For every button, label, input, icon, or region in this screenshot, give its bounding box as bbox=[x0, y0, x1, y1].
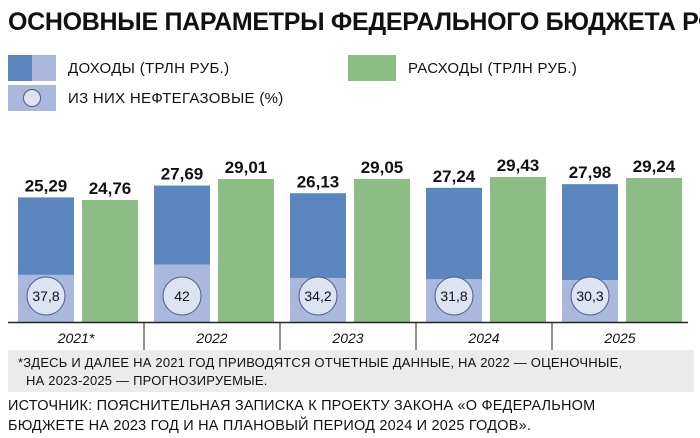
expenses-bar bbox=[354, 178, 410, 322]
oil-gas-share-circle bbox=[26, 276, 66, 316]
legend-item-income: ДОХОДЫ (ТРЛН РУБ.) bbox=[8, 55, 229, 81]
oil-gas-share-label: 30,3 bbox=[576, 288, 603, 304]
oil-gas-share-label: 42 bbox=[174, 288, 190, 304]
expenses-bar bbox=[490, 177, 546, 322]
oil-gas-share-label: 37,8 bbox=[32, 288, 59, 304]
income-value-label: 27,24 bbox=[433, 167, 476, 186]
legend-item-oil-gas: ИЗ НИХ НЕФТЕГАЗОВЫЕ (%) bbox=[8, 85, 284, 111]
chart-title: ОСНОВНЫЕ ПАРАМЕТРЫ ФЕДЕРАЛЬНОГО БЮДЖЕТА … bbox=[8, 8, 700, 36]
category-label: 2021* bbox=[57, 330, 95, 346]
oil-gas-swatch bbox=[8, 85, 56, 111]
legend-item-expenses: РАСХОДЫ (ТРЛН РУБ.) bbox=[348, 55, 577, 81]
source-note: ИСТОЧНИК: ПОЯСНИТЕЛЬНАЯ ЗАПИСКА К ПРОЕКТ… bbox=[8, 396, 698, 436]
expenses-bar bbox=[626, 177, 682, 322]
category-label: 2022 bbox=[195, 330, 227, 346]
income-value-label: 27,98 bbox=[569, 163, 612, 182]
income-value-label: 26,13 bbox=[297, 172, 340, 191]
legend-oil-gas-label: ИЗ НИХ НЕФТЕГАЗОВЫЕ (%) bbox=[68, 89, 284, 107]
footnote-line-2: НА 2023-2025 — ПРОГНОЗИРУЕМЫЕ. bbox=[26, 373, 268, 388]
expenses-bar bbox=[82, 200, 138, 322]
category-label: 2025 bbox=[603, 330, 635, 346]
oil-gas-share-label: 31,8 bbox=[440, 288, 467, 304]
income-bar bbox=[18, 197, 74, 275]
category-label: 2024 bbox=[467, 330, 499, 346]
oil-gas-share-circle bbox=[570, 276, 610, 316]
expenses-value-label: 29,43 bbox=[497, 156, 540, 175]
budget-bar-chart: 37,8 25,29 24,76 2021* 42 27,69 29,01 2022 34,2 2… bbox=[8, 156, 688, 350]
income-swatch bbox=[8, 55, 56, 81]
source-line-1: ИСТОЧНИК: ПОЯСНИТЕЛЬНАЯ ЗАПИСКА К ПРОЕКТ… bbox=[8, 398, 596, 414]
income-value-label: 27,69 bbox=[161, 165, 204, 184]
income-value-label: 25,29 bbox=[25, 176, 68, 195]
income-bar bbox=[154, 185, 210, 265]
income-bar bbox=[426, 187, 482, 280]
expenses-swatch bbox=[348, 55, 396, 81]
category-label: 2023 bbox=[331, 330, 363, 346]
footnote: *ЗДЕСЬ И ДАЛЕЕ НА 2021 ГОД ПРИВОДЯТСЯ ОТ… bbox=[8, 350, 694, 392]
oil-gas-share-circle bbox=[162, 276, 202, 316]
expenses-value-label: 29,24 bbox=[633, 157, 676, 176]
footnote-line-1: *ЗДЕСЬ И ДАЛЕЕ НА 2021 ГОД ПРИВОДЯТСЯ ОТ… bbox=[18, 355, 623, 370]
source-line-2: БЮДЖЕТЕ НА 2023 ГОД И НА ПЛАНОВЫЙ ПЕРИОД… bbox=[8, 418, 532, 434]
oil-gas-share-label: 34,2 bbox=[304, 288, 331, 304]
oil-gas-share-circle bbox=[298, 276, 338, 316]
expenses-value-label: 24,76 bbox=[89, 179, 132, 198]
expenses-value-label: 29,05 bbox=[361, 158, 404, 177]
oil-gas-share-circle bbox=[434, 276, 474, 316]
legend-income-label: ДОХОДЫ (ТРЛН РУБ.) bbox=[68, 59, 230, 77]
legend-expenses-label: РАСХОДЫ (ТРЛН РУБ.) bbox=[408, 59, 578, 77]
expenses-bar bbox=[218, 179, 274, 322]
expenses-value-label: 29,01 bbox=[225, 158, 268, 177]
income-bar bbox=[562, 184, 618, 281]
income-bar bbox=[290, 193, 346, 278]
